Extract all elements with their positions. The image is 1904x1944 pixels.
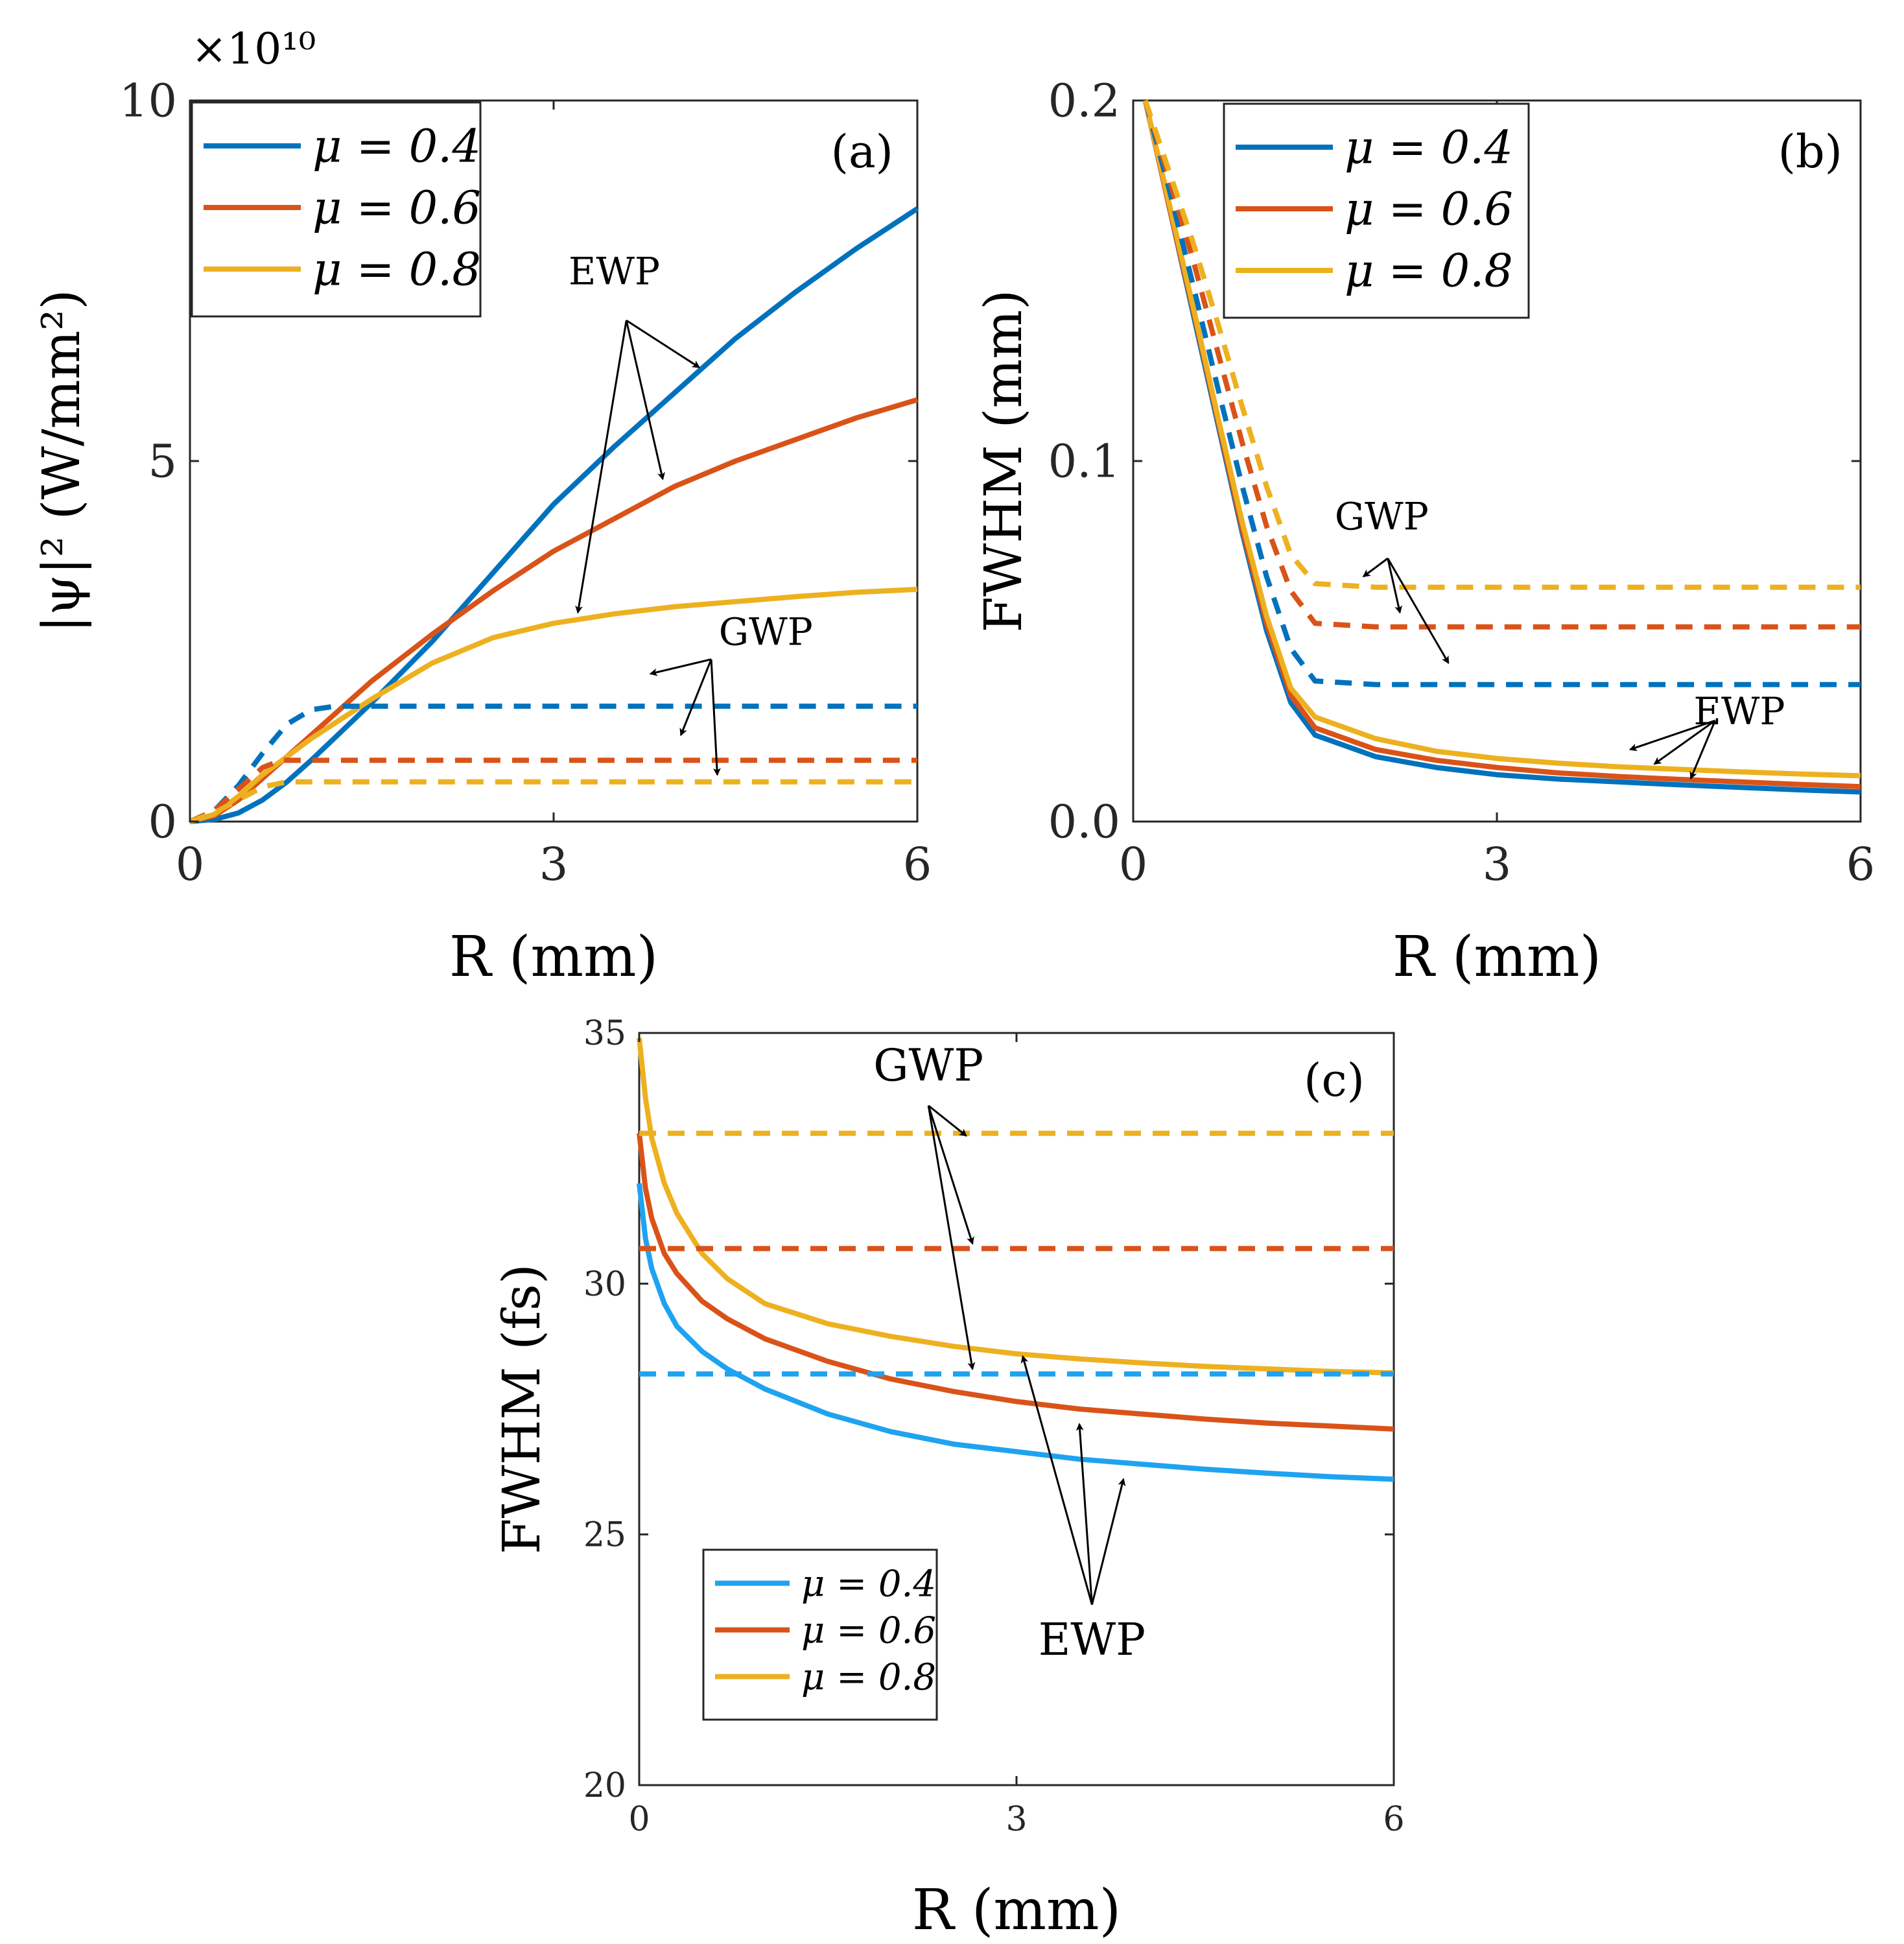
panel-b-xlabel: R (mm)	[1393, 925, 1601, 990]
series-line-a-2	[189, 586, 918, 824]
annotation-arrow-a-1-2	[710, 659, 721, 776]
y-tick-label-c-3: 35	[583, 1014, 626, 1053]
y-tick-label-a-0: 0	[148, 796, 177, 849]
series-line-a-1	[189, 397, 919, 824]
panel-b-plot	[1142, 99, 1861, 795]
annotation-arrow-b-1-0	[1628, 719, 1716, 752]
panel-a-ylabel: |ψ|² (W/mm²)	[31, 289, 91, 633]
series-line-c-2	[637, 1037, 1394, 1376]
panel-a-annotations: EWP GWP	[569, 250, 813, 776]
x-tick-label-b-2: 6	[1846, 838, 1875, 891]
annotation-arrow-c-0-2	[927, 1105, 976, 1371]
series-line-a-3	[189, 704, 917, 824]
x-tick-label-a-1: 3	[539, 838, 569, 891]
legend-label-c-2: μ = 0.8	[801, 1656, 936, 1698]
y-tick-label-b-1: 0.1	[1048, 435, 1120, 488]
series-line-b-5	[1142, 99, 1861, 590]
y-tick-label-c-1: 25	[583, 1516, 626, 1555]
legend-label-b-2: μ = 0.8	[1345, 244, 1513, 298]
x-tick-label-c-0: 0	[628, 1800, 650, 1839]
panel-b-xticks: 0 3 6	[1119, 101, 1875, 891]
annotation-arrow-a-1-1	[679, 659, 712, 737]
annotation-arrow-b-0-1	[1387, 558, 1403, 614]
annotation-b-0: GWP	[1335, 495, 1429, 539]
panel-b-legend: μ = 0.4 μ = 0.6 μ = 0.8	[1223, 102, 1530, 319]
annotation-arrow-c-1-1	[1075, 1423, 1093, 1605]
annotation-arrow-b-0-2	[1387, 558, 1450, 665]
legend-label-b-0: μ = 0.4	[1345, 121, 1513, 174]
series-line-a-5	[189, 779, 917, 824]
annotation-arrow-a-0-0	[626, 319, 701, 368]
panel-a-plot	[189, 206, 919, 824]
annotation-c-1: EWP	[1039, 1615, 1146, 1666]
annotation-c-0: GWP	[873, 1040, 983, 1091]
legend-label-a-1: μ = 0.6	[312, 182, 481, 235]
x-tick-label-c-1: 3	[1005, 1800, 1027, 1839]
annotation-a-0: EWP	[569, 250, 660, 294]
series-line-c-0	[637, 1183, 1394, 1482]
annotation-a-1: GWP	[719, 610, 813, 654]
series-line-a-0	[189, 206, 919, 824]
y-tick-label-b-0: 0.0	[1048, 796, 1120, 849]
y-tick-label-b-2: 0.2	[1048, 75, 1120, 128]
panel-b-yticks: 0.0 0.1 0.2	[1048, 75, 1861, 849]
legend-label-c-1: μ = 0.6	[801, 1609, 936, 1652]
annotation-arrow-b-1-1	[1653, 720, 1716, 765]
panel-c-xticks: 0 3 6	[628, 1033, 1405, 1839]
legend-label-c-0: μ = 0.4	[801, 1563, 936, 1605]
panel-c-label: (c)	[1304, 1054, 1365, 1107]
panel-a-exponent: ×10¹⁰	[191, 24, 316, 74]
panel-a-xlabel: R (mm)	[449, 925, 658, 990]
panel-a: 0 3 6 0 5 10 EWP GWP μ = 0.4 μ = 0.6 μ = 0.8 (a…	[31, 24, 932, 990]
panel-a-legend: μ = 0.4 μ = 0.6 μ = 0.8	[191, 101, 482, 318]
panel-c-yticks: 20 25 30 35	[583, 1014, 1394, 1805]
panel-c-annotations: GWP EWP	[873, 1040, 1146, 1665]
annotation-arrow-c-1-2	[1090, 1478, 1126, 1605]
panel-c-ylabel: FWHM (fs)	[491, 1264, 552, 1554]
panel-b-label: (b)	[1778, 125, 1842, 178]
series-line-b-2	[1142, 100, 1861, 779]
series-line-a-4	[189, 757, 917, 824]
panel-c-legend: μ = 0.4μ = 0.6μ = 0.8	[702, 1548, 938, 1721]
x-tick-label-b-0: 0	[1119, 838, 1148, 891]
panel-a-xticks: 0 3 6	[176, 101, 932, 891]
panel-c-plot	[637, 1037, 1394, 1482]
legend-box-c	[702, 1548, 938, 1721]
legend-label-a-0: μ = 0.4	[312, 120, 481, 173]
annotation-arrow-b-0-0	[1362, 557, 1389, 578]
panel-c: 0 3 6 20 25 30 35 GWP EWP μ = 0.4μ = 0.6μ = 0.…	[491, 1014, 1405, 1943]
panel-c-xlabel: R (mm)	[912, 1878, 1121, 1943]
y-tick-label-a-1: 5	[148, 435, 177, 488]
series-line-c-1	[637, 1133, 1394, 1432]
annotation-arrow-a-0-1	[625, 320, 665, 480]
x-tick-label-a-0: 0	[176, 838, 205, 891]
annotation-arrow-a-0-2	[575, 320, 628, 614]
y-tick-label-c-2: 30	[583, 1265, 626, 1304]
annotation-arrow-c-0-0	[928, 1104, 967, 1137]
annotation-arrow-c-0-1	[927, 1105, 974, 1245]
legend-label-a-2: μ = 0.8	[312, 243, 481, 296]
legend-label-b-1: μ = 0.6	[1345, 183, 1513, 236]
annotation-arrow-a-1-0	[649, 658, 712, 676]
annotation-arrow-c-1-0	[1020, 1355, 1093, 1606]
annotation-arrow-b-1-2	[1689, 720, 1716, 780]
panel-a-label: (a)	[831, 125, 893, 178]
x-tick-label-b-1: 3	[1483, 838, 1512, 891]
y-tick-label-c-0: 20	[583, 1766, 626, 1805]
panel-a-yticks: 0 5 10	[119, 75, 917, 849]
x-tick-label-a-2: 6	[903, 838, 932, 891]
y-tick-label-a-2: 10	[119, 75, 177, 128]
panel-b-ylabel: FWHM (mm)	[973, 290, 1033, 633]
x-tick-label-c-2: 6	[1383, 1800, 1404, 1839]
